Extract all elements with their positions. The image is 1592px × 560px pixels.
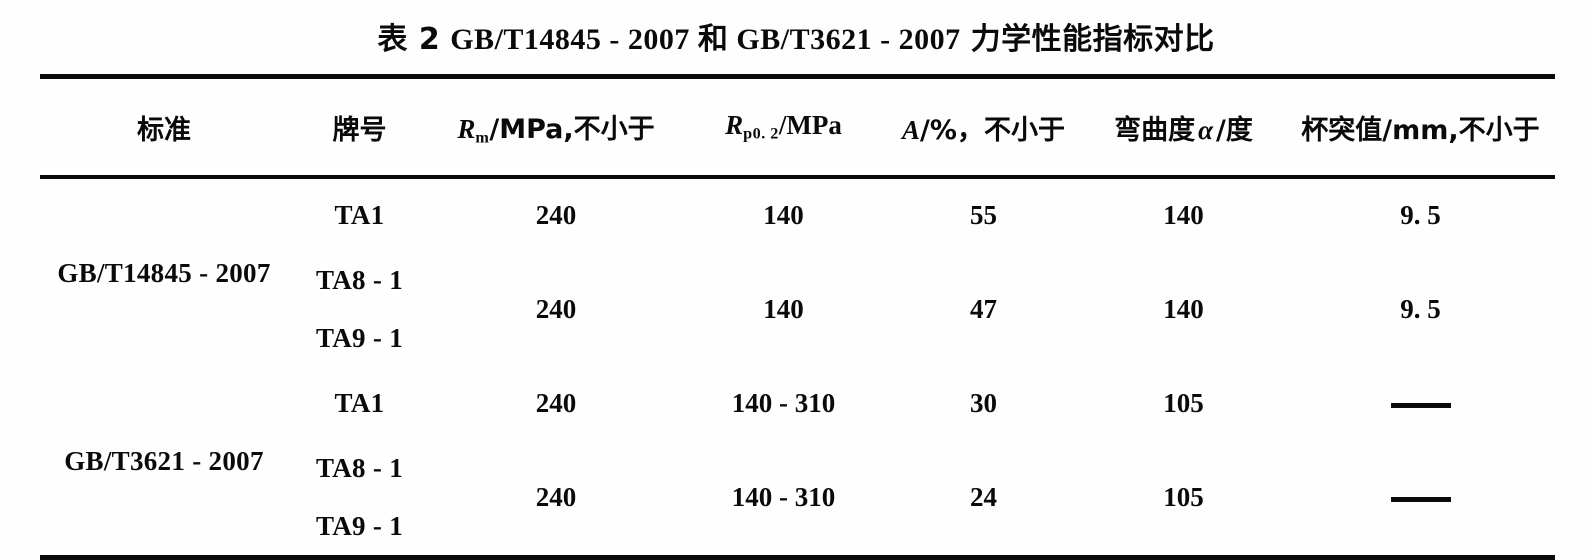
caption-standard-2: GB/T3621 - 2007 (736, 23, 961, 56)
header-label-a-rest: /%，不小于 (920, 114, 1065, 146)
header-subscript-rp: p0. 2 (743, 124, 779, 143)
header-cell-bend-angle: 弯曲度 α/度 (1081, 79, 1286, 175)
header-label-cup: 杯突值/mm,不小于 (1301, 114, 1540, 146)
header-cell-standard: 标准 (40, 79, 288, 175)
cell-grade: TA9 - 1 (315, 510, 404, 541)
cell-yield-strength: 140 - 310 (731, 387, 836, 418)
cell-elongation: 47 (970, 293, 997, 324)
cell-bend-angle: 105 (1163, 387, 1204, 418)
header-label-grade: 牌号 (332, 114, 387, 146)
cell-tensile-strength: 240 (535, 199, 577, 230)
header-cell-grade: 牌号 (288, 79, 431, 175)
header-symbol-a: A (902, 114, 921, 145)
header-label-rm-rest: /MPa,不小于 (489, 113, 655, 145)
cell-grade: TA9 - 1 (315, 322, 404, 353)
table-row: GB/T3621 - 2007 TA1 240 140 - 310 30 105 (40, 367, 1555, 476)
header-symbol-rm: R (457, 113, 476, 144)
header-symbol-alpha: α (1198, 114, 1214, 145)
cell-grade: TA1 (334, 387, 385, 418)
caption-number: 表 2 (377, 22, 441, 57)
table-grid: 标准 牌号 Rm/MPa,不小于 Rp0. 2/MPa A/%，不小于 (40, 79, 1555, 175)
table-header-rule (40, 175, 1555, 179)
caption-subject: 力学性能指标对比 (970, 22, 1215, 57)
caption-conjunction: 和 (697, 22, 729, 57)
cell-bend-angle: 105 (1163, 481, 1204, 512)
cell-standard-name: GB/T14845 - 2007 (57, 257, 271, 288)
cell-tensile-strength: 240 (535, 481, 577, 512)
cell-tensile-strength: 240 (535, 293, 577, 324)
table-body-grid: GB/T14845 - 2007 TA1 240 140 55 140 9. 5… (40, 179, 1555, 555)
cell-yield-strength: 140 (763, 293, 804, 324)
table-row: TA8 - 1 240 140 47 140 9. 5 (40, 251, 1555, 324)
cell-cupping-value (1286, 367, 1555, 439)
header-symbol-rp: R (725, 110, 744, 141)
caption-standard-1: GB/T14845 - 2007 (450, 23, 690, 56)
table-header-group: 标准 牌号 Rm/MPa,不小于 Rp0. 2/MPa A/%，不小于 (40, 79, 1555, 175)
table-row: TA9 - 1 (40, 497, 1555, 555)
header-cell-yield-strength: Rp0. 2/MPa (681, 79, 886, 175)
table-bottom-rule (40, 555, 1555, 560)
table-caption: 表 2 GB/T14845 - 2007 和 GB/T3621 - 2007 力学性能指… (0, 14, 1592, 58)
cell-elongation: 55 (970, 199, 997, 230)
cell-elongation: 30 (970, 387, 997, 418)
cell-bend-angle: 140 (1163, 199, 1204, 230)
cell-grade: TA8 - 1 (315, 452, 404, 483)
cell-tensile-strength: 240 (535, 387, 577, 418)
cell-elongation: 24 (970, 481, 997, 512)
cell-yield-strength: 140 (763, 199, 804, 230)
data-table: 标准 牌号 Rm/MPa,不小于 Rp0. 2/MPa A/%，不小于 (40, 74, 1555, 560)
cell-yield-strength: 140 - 310 (731, 481, 836, 512)
table-header-row: 标准 牌号 Rm/MPa,不小于 Rp0. 2/MPa A/%，不小于 (40, 79, 1555, 175)
table-row-group-gbt3621: GB/T3621 - 2007 TA1 240 140 - 310 30 105… (40, 367, 1555, 555)
header-cell-cupping-value: 杯突值/mm,不小于 (1286, 79, 1555, 175)
header-label-standard: 标准 (137, 114, 191, 146)
header-subscript-rm: m (475, 128, 490, 147)
cell-bend-angle: 140 (1163, 293, 1204, 324)
cell-grade: TA8 - 1 (315, 264, 404, 295)
table-row-group-gbt14845: GB/T14845 - 2007 TA1 240 140 55 140 9. 5… (40, 179, 1555, 367)
em-dash-mark (1390, 496, 1451, 502)
header-cell-tensile-strength: Rm/MPa,不小于 (431, 79, 681, 175)
table-row: TA8 - 1 240 140 - 310 24 105 (40, 439, 1555, 512)
cell-cupping-value (1286, 439, 1555, 555)
header-cell-elongation: A/%，不小于 (886, 79, 1081, 175)
header-label-bend: 弯曲度 (1114, 114, 1196, 146)
header-label-bend-rest: /度 (1216, 114, 1253, 146)
cell-cupping-value: 9. 5 (1400, 293, 1441, 324)
em-dash-mark (1390, 402, 1451, 408)
table-row: GB/T14845 - 2007 TA1 240 140 55 140 9. 5 (40, 179, 1555, 288)
header-label-rp-rest: /MPa (778, 110, 842, 141)
table-row: TA9 - 1 (40, 309, 1555, 367)
cell-standard-name: GB/T3621 - 2007 (64, 445, 264, 476)
table-top-rule (40, 74, 1555, 79)
cell-grade: TA1 (334, 199, 385, 230)
cell-cupping-value: 9. 5 (1400, 199, 1441, 230)
